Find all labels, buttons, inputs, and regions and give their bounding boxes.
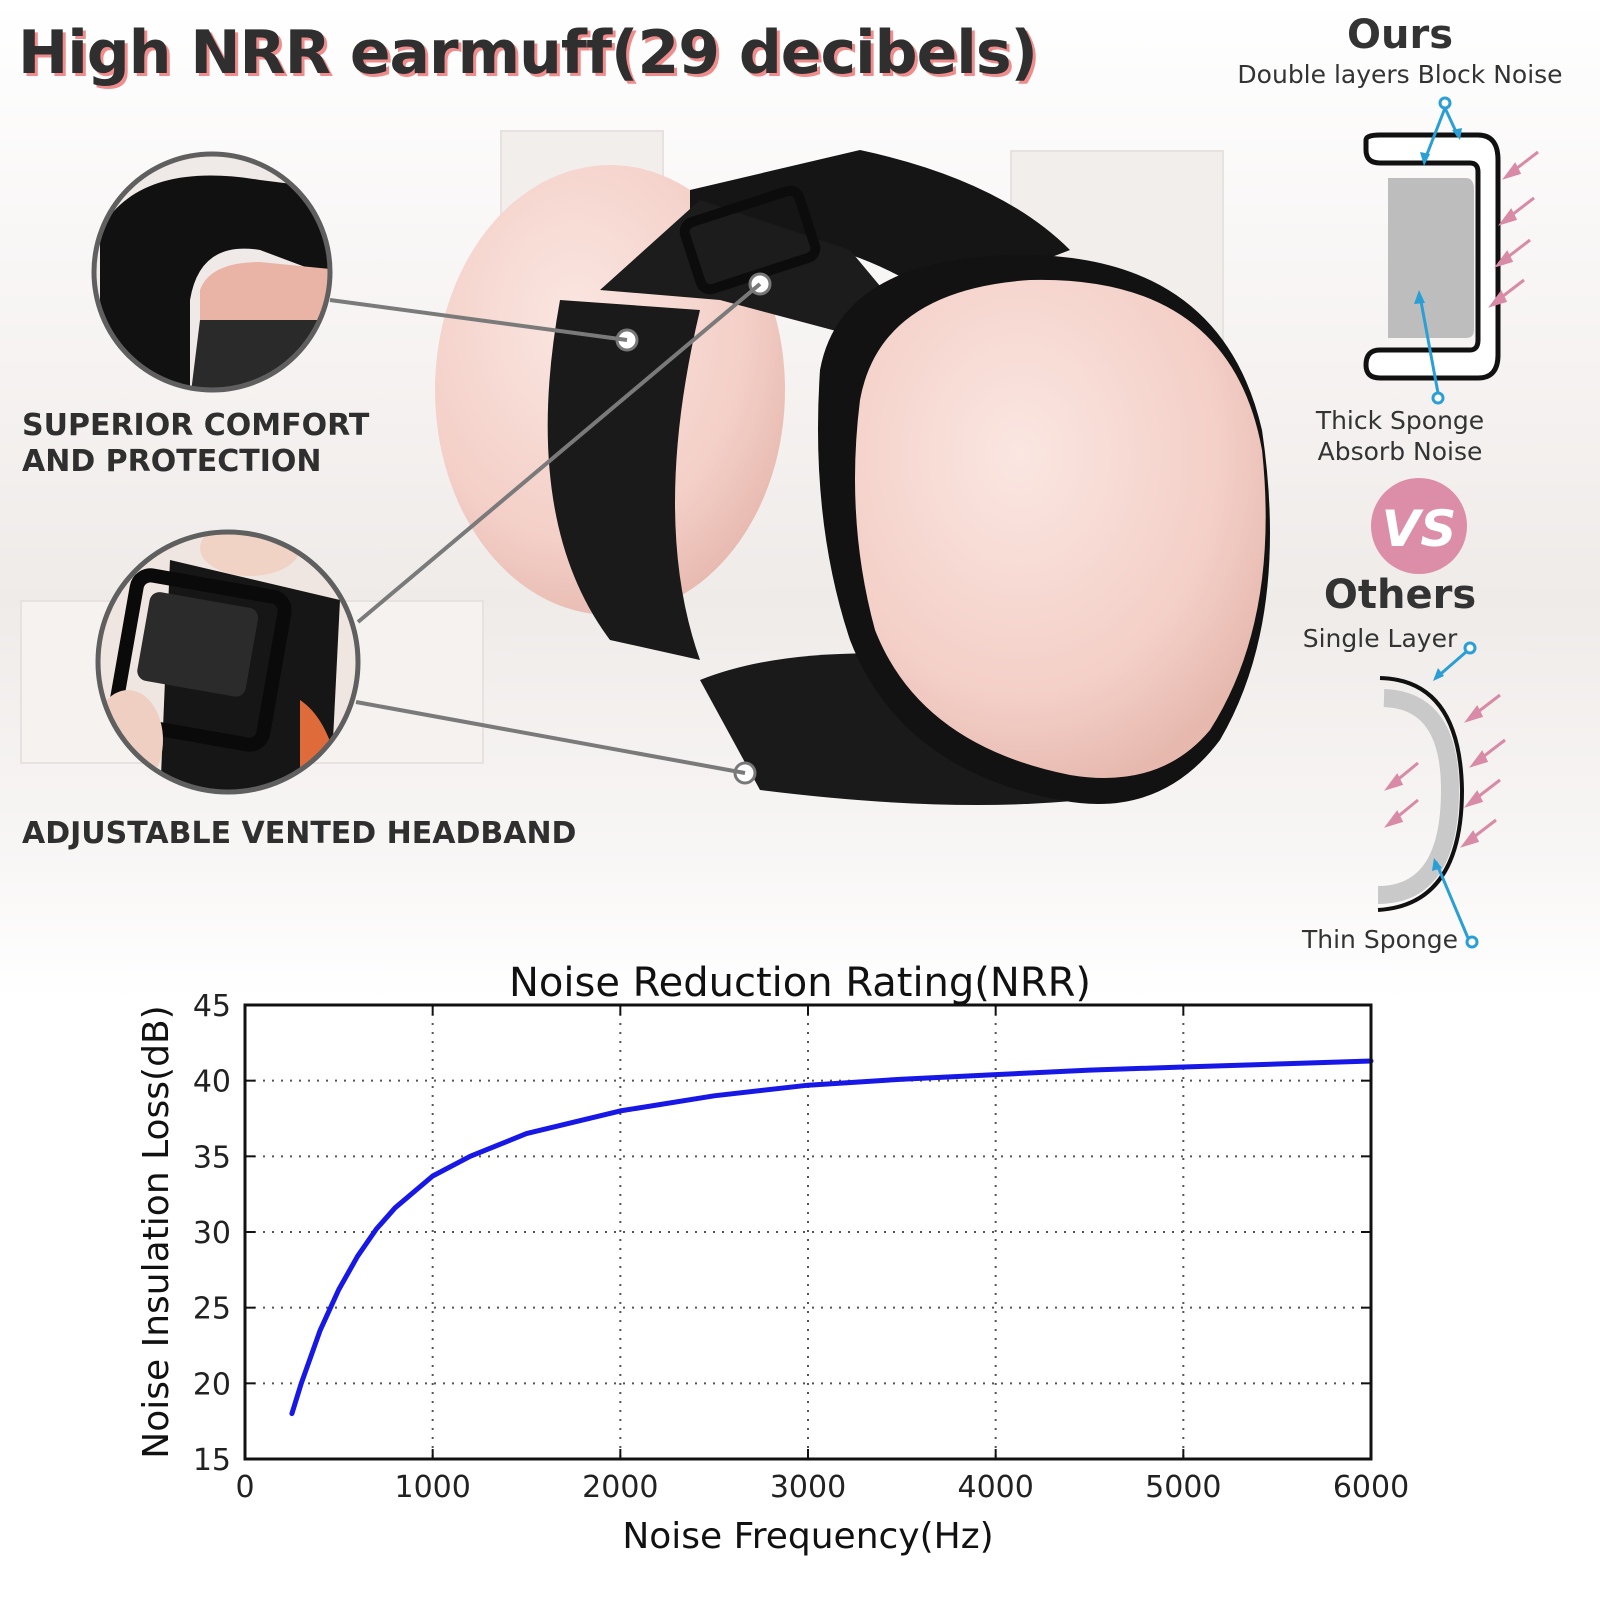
chart-grid (245, 1005, 1371, 1459)
y-tick-label: 25 (193, 1292, 231, 1327)
chart-ticks: 0 1000 2000 3000 4000 5000 6000 15 20 25 30 35 40 45 (193, 989, 1409, 1505)
page-title: High NRR earmuff(29 decibels) (18, 18, 1038, 88)
x-tick-label: 1000 (394, 1470, 470, 1505)
x-tick-label: 5000 (1145, 1470, 1221, 1505)
callout-line (329, 298, 628, 342)
right-earcup (855, 279, 1266, 778)
x-tick-label: 6000 (1333, 1470, 1409, 1505)
ours-caption: Double layers Block Noise (1237, 60, 1563, 89)
feature-label-comfort-line2: AND PROTECTION (22, 444, 322, 479)
feature-label-comfort-line1: SUPERIOR COMFORT (22, 408, 370, 443)
ours-double-layer-diagram (1363, 96, 1539, 405)
nrr-chart: 0 1000 2000 3000 4000 5000 600015202530354045 … (136, 989, 1409, 1557)
x-tick-label: 0 (235, 1470, 254, 1505)
buckle-detail-photo (95, 529, 361, 795)
y-tick-label: 30 (193, 1216, 231, 1251)
callout-arrowheads (1432, 668, 1444, 871)
callout-line (355, 700, 746, 775)
others-sponge-caption: Thin Sponge (1302, 925, 1458, 954)
ours-sponge-caption: Thick Sponge Absorb Noise (1280, 405, 1520, 467)
ours-heading: Ours (1346, 12, 1453, 58)
noise-arrows (1488, 150, 1539, 308)
y-tick-label: 35 (193, 1140, 231, 1175)
chart-frame (243, 1003, 1373, 1461)
feature-label-headband-line1: ADJUSTABLE VENTED HEADBAND (22, 816, 577, 851)
chart-title: Noise Reduction Rating(NRR) (508, 960, 1092, 1006)
noise-arrows (1384, 693, 1506, 848)
left-cushion (547, 300, 700, 660)
y-axis-label: Noise Insulation Loss(dB) (136, 1005, 177, 1458)
callout-pointer (1418, 96, 1460, 405)
x-tick-label: 3000 (770, 1470, 846, 1505)
others-heading: Others (1323, 572, 1477, 618)
cushion-detail-photo (91, 151, 333, 393)
y-tick-label: 45 (193, 989, 231, 1024)
vs-badge-label: VS (1382, 500, 1457, 558)
callout-arrowheads (1414, 128, 1462, 304)
ours-sponge-line1: Thick Sponge (1315, 406, 1485, 435)
nrr-curve-series (289, 1058, 1374, 1417)
x-tick-label: 4000 (957, 1470, 1033, 1505)
x-tick-label: 2000 (582, 1470, 658, 1505)
y-tick-label: 15 (193, 1443, 231, 1478)
callout-line (356, 282, 762, 624)
feature-label-comfort: SUPERIOR COMFORT AND PROTECTION (22, 408, 369, 480)
others-single-layer-diagram (1377, 641, 1506, 949)
ours-sponge-line2: Absorb Noise (1317, 437, 1483, 466)
others-caption: Single Layer (1302, 624, 1458, 653)
headband-front (600, 200, 900, 340)
y-tick-label: 20 (193, 1367, 231, 1402)
feature-label-headband: ADJUSTABLE VENTED HEADBAND (22, 816, 576, 852)
x-axis-label: Noise Frequency(Hz) (622, 1516, 993, 1557)
vs-badge: VS (1371, 478, 1467, 574)
y-tick-label: 40 (193, 1065, 231, 1100)
earmuff-product-photo (435, 150, 1270, 805)
